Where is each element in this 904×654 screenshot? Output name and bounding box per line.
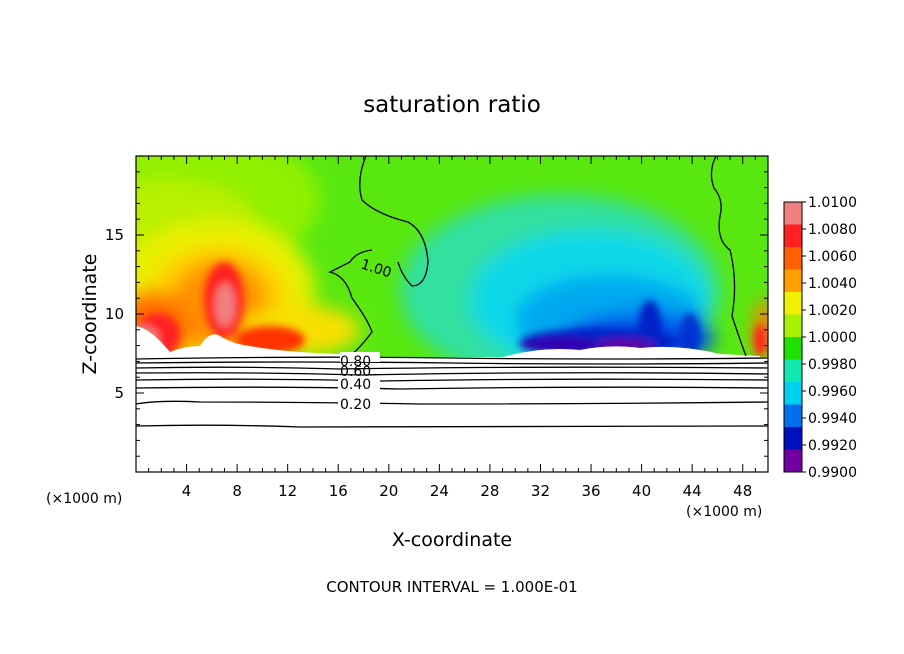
x-tick-label: 20 <box>379 482 398 500</box>
contour-label: 0.20 <box>340 397 371 413</box>
contour-surface-top <box>136 356 768 360</box>
contour-1-00-left <box>328 156 429 357</box>
y-tick-label: 10 <box>105 305 124 323</box>
y-tick-label: 5 <box>114 384 124 402</box>
colorbar-swatch <box>784 224 802 248</box>
colorbar-label: 0.9900 <box>808 465 857 481</box>
colorbar-label: 0.9920 <box>808 438 857 454</box>
x-unit-label: (×1000 m) <box>686 504 762 520</box>
colorbar-swatch <box>784 382 802 405</box>
colorbar-label: 1.0080 <box>808 222 857 238</box>
colorbar-swatch <box>784 337 802 360</box>
colorbar-label: 1.0040 <box>808 276 857 292</box>
colorbar-swatch <box>784 314 802 338</box>
colorbar-label: 1.0100 <box>808 195 857 211</box>
x-tick-label: 8 <box>232 482 242 500</box>
contour-label: 0.60 <box>340 364 371 380</box>
colorbar: 1.0100 1.0080 1.0060 1.0040 1.0020 1.0000 0.99… <box>783 195 857 481</box>
contour-label-group: 1.00 0.80 0.60 0.40 0.20 <box>338 257 393 413</box>
below-threshold-region <box>136 326 340 358</box>
contour-interval-note: CONTOUR INTERVAL = 1.000E-01 <box>326 578 577 596</box>
colorbar-swatch <box>784 427 802 450</box>
colorbar-label: 0.9980 <box>808 357 857 373</box>
chart-title: saturation ratio <box>363 92 541 118</box>
colorbar-swatch <box>784 202 802 225</box>
colorbar-swatch <box>784 359 802 383</box>
colorbar-label: 1.0060 <box>808 249 857 265</box>
contour-label: 0.40 <box>340 377 371 393</box>
x-tick-label: 48 <box>733 482 752 500</box>
x-tick-label: 24 <box>430 482 449 500</box>
x-tick-label: 12 <box>278 482 297 500</box>
colorbar-swatch <box>784 292 802 315</box>
y-unit-label: (×1000 m) <box>46 491 122 507</box>
x-tick-label: 40 <box>632 482 651 500</box>
lower-white-region <box>136 357 768 472</box>
colorbar-swatch <box>784 269 802 293</box>
x-tick-label: 4 <box>182 482 192 500</box>
contour-lines <box>136 156 768 428</box>
x-axis-ticks: 4 8 12 16 20 24 28 32 36 40 44 48 <box>148 156 756 500</box>
colorbar-swatch <box>784 247 802 270</box>
y-tick-label: 15 <box>105 226 124 244</box>
colorbar-label: 1.0000 <box>808 330 857 346</box>
plot-area: 1.00 0.80 0.60 0.40 0.20 <box>136 156 768 472</box>
colorbar-label: 1.0020 <box>808 303 857 319</box>
colorbar-label: 0.9940 <box>808 411 857 427</box>
y-axis-label: Z-coordinate <box>79 254 101 375</box>
x-tick-label: 32 <box>531 482 550 500</box>
x-tick-label: 36 <box>581 482 600 500</box>
colorbar-swatch <box>784 449 802 473</box>
x-axis-label: X-coordinate <box>392 529 512 551</box>
y-axis-ticks: 5 10 15 <box>105 171 768 457</box>
x-tick-label: 44 <box>683 482 702 500</box>
contour-label: 0.80 <box>340 354 371 370</box>
colorbar-swatch <box>784 404 802 428</box>
colorbar-label: 0.9960 <box>808 384 857 400</box>
x-tick-label: 16 <box>329 482 348 500</box>
contour-1-00-right <box>710 156 747 357</box>
x-tick-label: 28 <box>480 482 499 500</box>
